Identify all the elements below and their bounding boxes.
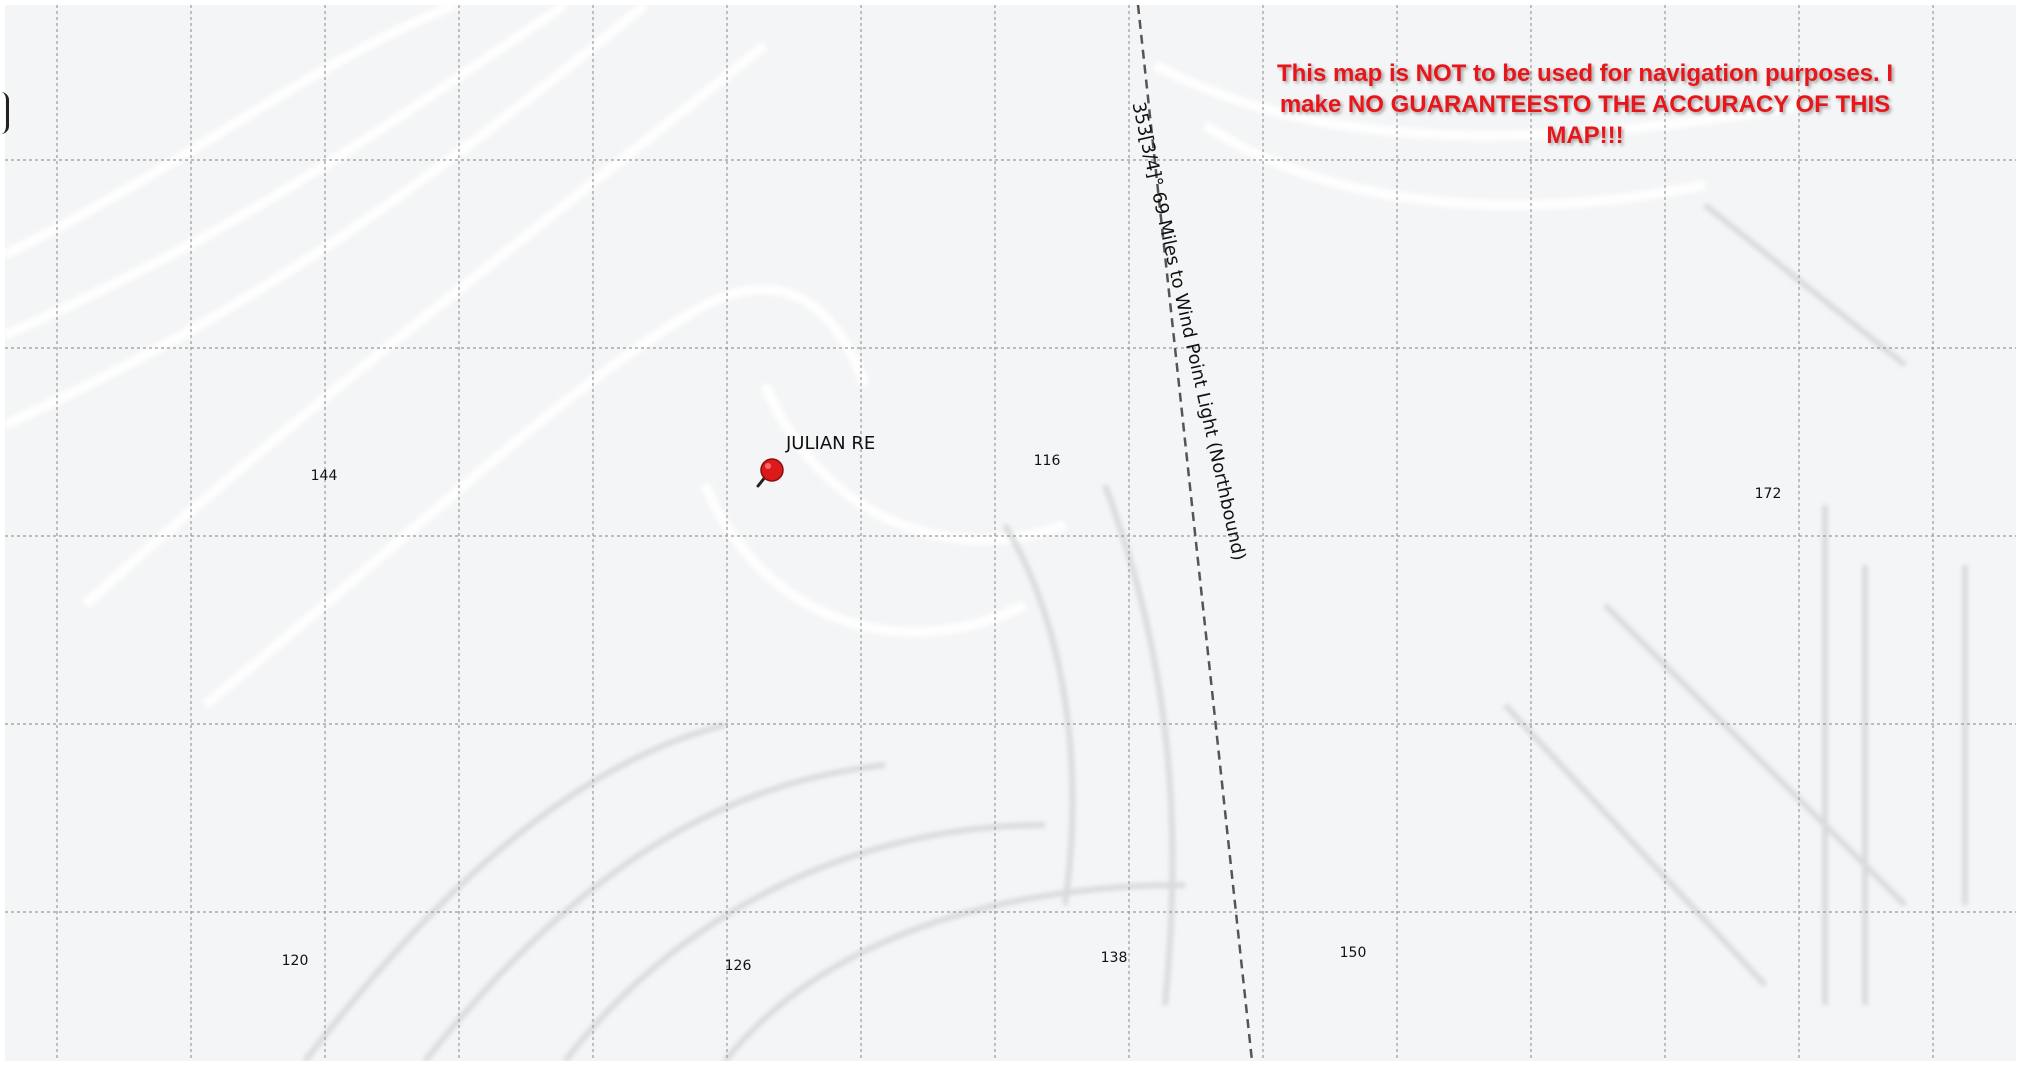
- edge-bracket: [0, 92, 9, 134]
- depth-sounding: 138: [1100, 950, 1128, 966]
- depth-sounding: 126: [724, 958, 752, 974]
- depth-sounding: 144: [310, 468, 338, 484]
- map-canvas[interactable]: [5, 5, 2016, 1061]
- disclaimer-text: This map is NOT to be used for navigatio…: [1276, 60, 1894, 149]
- depth-sounding: 120: [281, 953, 309, 969]
- route-line[interactable]: [1136, 5, 1254, 1061]
- pushpin-icon[interactable]: [756, 458, 786, 488]
- marker-label: JULIAN RE: [786, 433, 876, 454]
- depth-sounding: 116: [1033, 453, 1061, 469]
- depth-sounding: 172: [1754, 486, 1782, 502]
- map-background: [5, 5, 2016, 1061]
- contour-shadows: [302, 202, 1968, 1061]
- grid-lines: [5, 5, 2016, 1061]
- depth-sounding: 150: [1339, 945, 1367, 961]
